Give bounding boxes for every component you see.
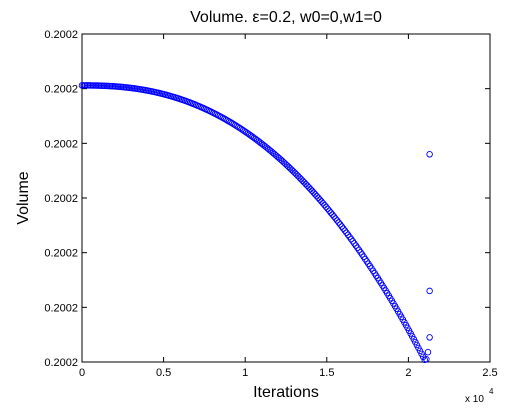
data-point-outlier bbox=[424, 348, 432, 356]
data-points bbox=[78, 82, 433, 364]
data-point bbox=[327, 209, 335, 216]
data-point bbox=[227, 119, 234, 126]
data-point bbox=[338, 223, 346, 230]
y-axis-label: Volume bbox=[15, 171, 32, 224]
x-tick-label: 1.5 bbox=[319, 367, 334, 379]
data-point bbox=[321, 201, 328, 209]
y-axis-ticks: 0.2002 0.2002 0.2002 0.2002 0.2002 0.2002 0.20… bbox=[44, 29, 490, 369]
data-point bbox=[333, 217, 341, 224]
data-point bbox=[224, 117, 231, 124]
data-point bbox=[319, 200, 327, 207]
x-tick-label: 0.5 bbox=[156, 367, 171, 379]
y-tick-label: 0.2002 bbox=[44, 357, 78, 369]
y-tick-label: 0.2002 bbox=[44, 29, 78, 41]
y-tick-label: 0.2002 bbox=[44, 138, 78, 150]
data-point-outlier bbox=[423, 356, 430, 363]
x-axis-label: Iterations bbox=[253, 384, 319, 401]
y-tick-label: 0.2002 bbox=[44, 302, 78, 314]
y-tick-label: 0.2002 bbox=[44, 248, 78, 260]
data-point bbox=[335, 219, 342, 226]
y-tick-label: 0.2002 bbox=[44, 193, 78, 205]
x-tick-label: 1 bbox=[242, 367, 248, 379]
data-point bbox=[326, 207, 333, 214]
data-point bbox=[225, 118, 233, 125]
y-tick-label: 0.2002 bbox=[44, 84, 78, 96]
data-point bbox=[222, 116, 230, 123]
x-axis-ticks: 0 0.5 1 1.5 2 2.5 bbox=[79, 34, 498, 379]
data-point bbox=[221, 115, 228, 122]
data-point bbox=[332, 215, 339, 222]
x-tick-label: 2 bbox=[405, 367, 411, 379]
data-point bbox=[341, 227, 349, 234]
data-point bbox=[322, 203, 330, 211]
x-tick-label: 0 bbox=[79, 367, 85, 379]
data-point bbox=[340, 225, 347, 232]
data-point bbox=[330, 213, 338, 220]
data-point bbox=[343, 229, 350, 236]
data-point-outlier bbox=[426, 151, 433, 158]
data-point bbox=[344, 231, 352, 239]
x-axis-exponent-power: 4 bbox=[489, 387, 494, 396]
data-point bbox=[329, 211, 336, 218]
data-point bbox=[324, 205, 331, 213]
data-point-outlier bbox=[426, 334, 433, 341]
chart-title: Volume. ε=0.2, w0=0,w1=0 bbox=[190, 9, 382, 26]
x-axis-exponent-label: x 10 bbox=[465, 394, 484, 405]
plot-area-frame bbox=[81, 33, 491, 363]
data-point bbox=[336, 221, 344, 228]
data-point-outlier bbox=[426, 287, 433, 295]
x-tick-label: 2.5 bbox=[482, 367, 497, 379]
